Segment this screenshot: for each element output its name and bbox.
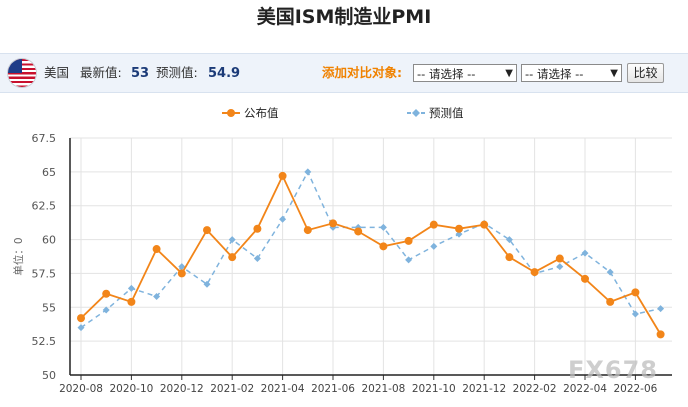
data-point-forecast	[77, 324, 85, 332]
data-point-actual	[278, 171, 287, 180]
legend-label: 公布值	[244, 106, 279, 120]
compare-select-1-value: -- 请选择 --	[417, 67, 476, 81]
compare-label: 添加对比对象:	[322, 65, 402, 80]
x-tick-label: 2021-04	[261, 383, 305, 395]
data-point-actual	[177, 269, 186, 278]
x-tick-label: 2021-08	[361, 383, 405, 395]
data-point-actual	[228, 253, 237, 262]
y-tick-label: 50	[42, 369, 56, 382]
x-tick-label: 2021-10	[412, 383, 456, 395]
y-tick-label: 52.5	[32, 335, 57, 348]
legend-marker	[412, 109, 420, 117]
data-point-actual	[127, 297, 136, 306]
data-point-forecast	[279, 215, 287, 223]
legend-label: 预测值	[429, 106, 464, 120]
data-point-actual	[329, 219, 337, 228]
compare-button[interactable]: 比较	[627, 63, 664, 83]
data-point-actual	[581, 274, 589, 283]
data-point-actual	[530, 268, 539, 277]
x-tick-label: 2022-02	[513, 383, 557, 395]
compare-select-2[interactable]: -- 请选择 -- ▼	[521, 64, 622, 82]
data-point-actual	[455, 224, 463, 233]
data-point-forecast	[405, 256, 413, 264]
data-point-forecast	[304, 168, 312, 176]
us-flag-icon	[8, 59, 36, 87]
forecast-label: 预测值:	[156, 65, 198, 80]
data-point-forecast	[102, 306, 110, 314]
data-point-actual	[480, 220, 489, 229]
data-point-actual	[505, 253, 514, 262]
y-tick-label: 57.5	[32, 267, 57, 280]
data-point-forecast	[606, 268, 614, 276]
y-axis-title: 单位：0	[12, 237, 25, 275]
x-tick-label: 2020-12	[160, 383, 204, 395]
data-point-actual	[656, 330, 665, 339]
data-point-actual	[429, 220, 438, 229]
data-point-forecast	[505, 236, 513, 244]
data-point-forecast	[430, 242, 438, 250]
x-tick-label: 2021-06	[311, 383, 355, 395]
data-point-actual	[102, 289, 111, 298]
data-point-actual	[631, 288, 640, 297]
country-label: 美国	[44, 65, 70, 80]
y-tick-label: 60	[42, 234, 56, 247]
data-point-forecast	[556, 263, 564, 271]
data-point-actual	[606, 297, 615, 306]
data-point-forecast	[203, 280, 211, 288]
data-point-actual	[203, 226, 211, 235]
y-tick-label: 67.5	[32, 132, 57, 145]
data-point-forecast	[228, 236, 236, 244]
data-point-forecast	[253, 255, 261, 263]
data-point-actual	[354, 227, 363, 236]
compare-select-1[interactable]: -- 请选择 -- ▼	[413, 64, 517, 82]
data-point-actual	[77, 314, 85, 323]
series-line-actual	[80, 173, 662, 335]
data-point-forecast	[379, 223, 387, 231]
data-point-forecast	[581, 249, 589, 257]
data-point-forecast	[657, 305, 665, 313]
pmi-line-chart: 50 52.5 55 57.5 60 62.5 65 67.5 2020-08 2020-10 20…	[12, 106, 672, 395]
compare-select-2-value: -- 请选择 --	[525, 67, 584, 81]
data-point-forecast	[153, 292, 161, 300]
watermark: FX678	[568, 356, 658, 384]
x-tick-label: 2022-06	[613, 383, 657, 395]
chevron-down-icon: ▼	[610, 68, 618, 79]
x-tick-label: 2021-12	[462, 383, 506, 395]
data-point-forecast	[455, 230, 463, 238]
data-point-forecast	[127, 284, 135, 292]
x-tick-label: 2021-02	[210, 383, 254, 395]
data-point-actual	[152, 245, 161, 254]
x-tick-label: 2022-04	[563, 383, 607, 395]
data-point-forecast	[631, 310, 639, 318]
data-point-actual	[379, 242, 388, 251]
y-tick-label: 55	[42, 301, 56, 314]
x-tick-label: 2020-10	[109, 383, 153, 395]
data-point-actual	[303, 226, 312, 235]
x-tick-label: 2020-08	[59, 383, 103, 395]
data-point-forecast	[178, 263, 186, 271]
legend-marker	[227, 109, 235, 117]
chevron-down-icon: ▼	[505, 68, 513, 79]
latest-label: 最新值:	[80, 65, 122, 80]
data-point-actual	[404, 236, 413, 245]
y-tick-label: 62.5	[32, 200, 57, 213]
page-title: 美国ISM制造业PMI	[256, 6, 432, 28]
data-point-actual	[253, 224, 262, 233]
y-tick-label: 65	[42, 166, 56, 179]
latest-value: 53	[131, 66, 150, 81]
data-point-actual	[555, 254, 564, 263]
info-bar: 美国 最新值: 53 预测值: 54.9 添加对比对象: -- 请选择 -- ▼…	[0, 53, 688, 93]
series-line-forecast	[80, 170, 661, 329]
forecast-value: 54.9	[208, 66, 241, 81]
